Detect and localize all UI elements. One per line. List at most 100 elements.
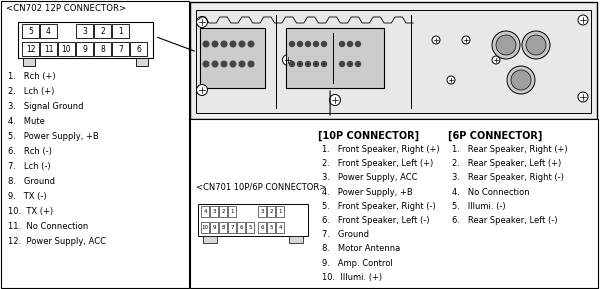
Text: 6: 6 bbox=[260, 225, 264, 230]
Text: 2: 2 bbox=[100, 27, 105, 36]
Circle shape bbox=[340, 42, 344, 47]
Text: 8.   Ground: 8. Ground bbox=[8, 177, 55, 186]
Circle shape bbox=[248, 41, 254, 47]
Bar bbox=[130, 42, 147, 56]
Text: 7.   Ground: 7. Ground bbox=[322, 230, 369, 239]
Text: <CN702 12P CONNECTOR>: <CN702 12P CONNECTOR> bbox=[6, 4, 126, 13]
Text: 2: 2 bbox=[221, 209, 225, 214]
Bar bbox=[201, 222, 209, 233]
Text: 4.   Power Supply, +B: 4. Power Supply, +B bbox=[322, 188, 413, 197]
Circle shape bbox=[290, 42, 295, 47]
Circle shape bbox=[298, 62, 302, 66]
Bar bbox=[40, 24, 57, 38]
Text: [10P CONNECTOR]: [10P CONNECTOR] bbox=[318, 131, 419, 141]
Text: 10.  Illumi. (+): 10. Illumi. (+) bbox=[322, 273, 382, 282]
Bar bbox=[267, 206, 275, 217]
Bar bbox=[210, 206, 218, 217]
Bar bbox=[276, 206, 284, 217]
Text: 7: 7 bbox=[230, 225, 234, 230]
Text: 3: 3 bbox=[212, 209, 216, 214]
Circle shape bbox=[212, 41, 218, 47]
Text: 8.   Motor Antenna: 8. Motor Antenna bbox=[322, 244, 400, 253]
Text: 2.   Lch (+): 2. Lch (+) bbox=[8, 87, 55, 96]
Circle shape bbox=[197, 16, 208, 27]
Bar bbox=[40, 42, 57, 56]
Circle shape bbox=[522, 31, 550, 59]
Bar bbox=[200, 28, 265, 88]
Circle shape bbox=[298, 42, 302, 47]
Text: 2: 2 bbox=[269, 209, 273, 214]
Text: 4.   No Connection: 4. No Connection bbox=[452, 188, 530, 197]
Text: 9: 9 bbox=[82, 45, 87, 53]
Text: 2.   Front Speaker, Left (+): 2. Front Speaker, Left (+) bbox=[322, 159, 433, 168]
Bar bbox=[228, 206, 236, 217]
Text: 3: 3 bbox=[82, 27, 87, 36]
Bar bbox=[246, 222, 254, 233]
Text: 11.  No Connection: 11. No Connection bbox=[8, 222, 88, 231]
Bar bbox=[203, 236, 217, 243]
Bar bbox=[18, 22, 153, 58]
Circle shape bbox=[212, 61, 218, 67]
Bar bbox=[22, 42, 39, 56]
Circle shape bbox=[492, 31, 520, 59]
Text: 4: 4 bbox=[203, 209, 207, 214]
Circle shape bbox=[314, 42, 319, 47]
Circle shape bbox=[203, 61, 209, 67]
Text: 6: 6 bbox=[136, 45, 141, 53]
Text: 10: 10 bbox=[202, 225, 209, 230]
Circle shape bbox=[496, 35, 516, 55]
Circle shape bbox=[432, 36, 440, 44]
Text: 7: 7 bbox=[118, 45, 123, 53]
Circle shape bbox=[305, 62, 311, 66]
Text: 6.   Rch (-): 6. Rch (-) bbox=[8, 147, 52, 156]
Text: 1.   Rch (+): 1. Rch (+) bbox=[8, 72, 56, 81]
Text: 5.   Front Speaker, Right (-): 5. Front Speaker, Right (-) bbox=[322, 202, 436, 211]
Circle shape bbox=[462, 36, 470, 44]
Circle shape bbox=[221, 41, 227, 47]
Bar bbox=[112, 24, 129, 38]
Circle shape bbox=[290, 62, 295, 66]
Bar bbox=[94, 24, 111, 38]
Bar bbox=[23, 58, 35, 66]
Bar bbox=[198, 204, 308, 236]
Text: 1.   Front Speaker, Right (+): 1. Front Speaker, Right (+) bbox=[322, 145, 440, 154]
Circle shape bbox=[447, 76, 455, 84]
Bar bbox=[112, 42, 129, 56]
Bar bbox=[276, 222, 284, 233]
Circle shape bbox=[347, 62, 353, 66]
Bar bbox=[286, 28, 384, 88]
Bar bbox=[76, 42, 93, 56]
Text: 4: 4 bbox=[278, 225, 282, 230]
Circle shape bbox=[492, 56, 500, 64]
Bar bbox=[22, 24, 39, 38]
Bar bbox=[196, 10, 591, 113]
Bar bbox=[258, 206, 266, 217]
Text: 12.  Power Supply, ACC: 12. Power Supply, ACC bbox=[8, 237, 106, 246]
Bar bbox=[210, 222, 218, 233]
Text: 10: 10 bbox=[62, 45, 71, 53]
Text: 5.   Power Supply, +B: 5. Power Supply, +B bbox=[8, 132, 99, 141]
Circle shape bbox=[340, 62, 344, 66]
Text: 1: 1 bbox=[230, 209, 234, 214]
Circle shape bbox=[239, 41, 245, 47]
Circle shape bbox=[203, 41, 209, 47]
Text: 6: 6 bbox=[239, 225, 243, 230]
Text: 10.  TX (+): 10. TX (+) bbox=[8, 207, 53, 216]
Text: 2.   Rear Speaker, Left (+): 2. Rear Speaker, Left (+) bbox=[452, 159, 561, 168]
Bar bbox=[1, 1, 189, 288]
Text: 5.   Illumi. (-): 5. Illumi. (-) bbox=[452, 202, 506, 211]
Text: <CN701 10P/6P CONNECTOR>: <CN701 10P/6P CONNECTOR> bbox=[196, 182, 326, 192]
Circle shape bbox=[221, 61, 227, 67]
Text: 5: 5 bbox=[248, 225, 252, 230]
Text: 11: 11 bbox=[44, 45, 53, 53]
Circle shape bbox=[239, 61, 245, 67]
Text: 3.   Signal Ground: 3. Signal Ground bbox=[8, 102, 83, 111]
Text: 8: 8 bbox=[100, 45, 105, 53]
Circle shape bbox=[507, 66, 535, 94]
Circle shape bbox=[230, 61, 236, 67]
Text: 7.   Lch (-): 7. Lch (-) bbox=[8, 162, 50, 171]
Circle shape bbox=[248, 61, 254, 67]
Text: 1: 1 bbox=[278, 209, 282, 214]
Circle shape bbox=[322, 42, 326, 47]
Text: 3.   Rear Speaker, Right (-): 3. Rear Speaker, Right (-) bbox=[452, 173, 564, 182]
